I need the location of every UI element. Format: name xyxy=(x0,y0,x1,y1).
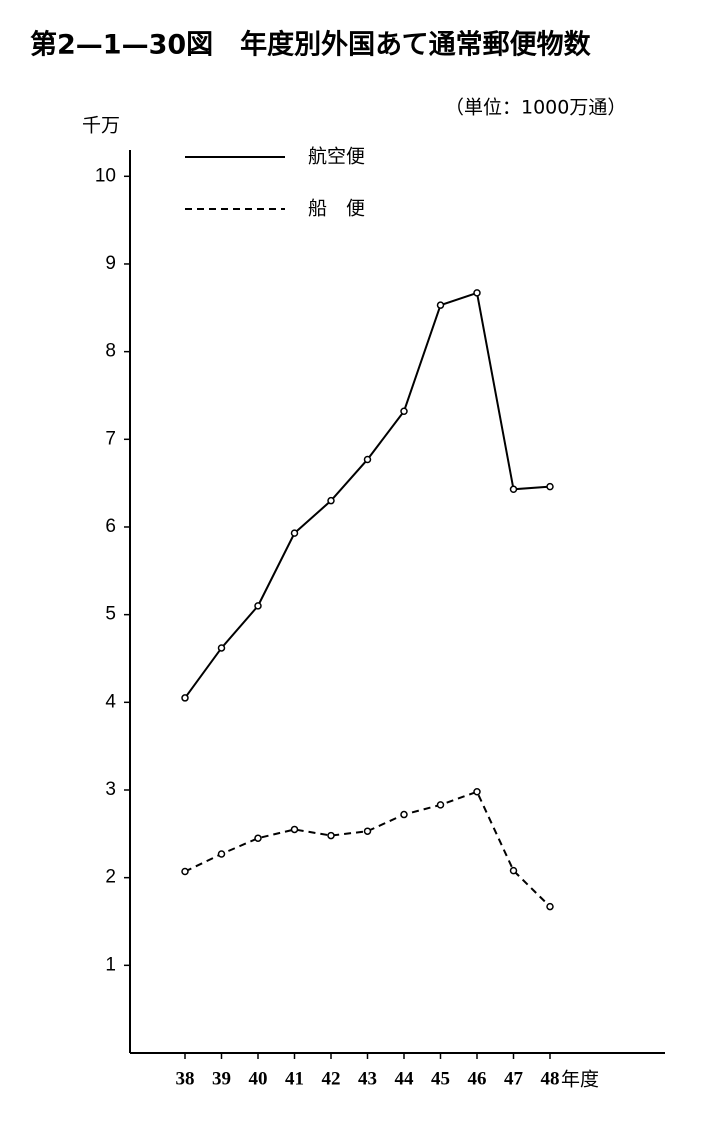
series-line xyxy=(184,790,551,908)
data-point xyxy=(254,834,262,842)
data-point xyxy=(327,496,335,505)
data-point xyxy=(509,866,518,875)
y-tick-label: 2 xyxy=(105,867,116,888)
data-point xyxy=(509,485,518,494)
data-point xyxy=(436,801,445,809)
x-tick-label: 47 xyxy=(504,1068,524,1089)
x-axis-label: 年度 xyxy=(561,1069,599,1091)
legend-label: 船 便 xyxy=(308,198,365,220)
x-tick-label: 46 xyxy=(468,1068,487,1089)
data-point xyxy=(181,694,189,702)
data-point xyxy=(473,289,481,297)
x-tick-label: 44 xyxy=(395,1068,415,1089)
y-tick-label: 1 xyxy=(105,954,116,975)
data-point xyxy=(363,455,372,464)
y-tick-label: 3 xyxy=(105,779,116,800)
unit-note: （単位：1000万通） xyxy=(445,97,626,119)
data-point xyxy=(400,407,408,416)
data-point xyxy=(546,482,554,491)
y-axis-label: 千万 xyxy=(82,115,120,137)
legend-label: 航空便 xyxy=(308,146,365,168)
y-tick-label: 4 xyxy=(105,691,116,712)
data-point xyxy=(181,867,189,876)
data-point xyxy=(363,827,372,835)
x-tick-label: 41 xyxy=(285,1068,304,1089)
data-point xyxy=(217,644,226,652)
y-tick-label: 7 xyxy=(105,428,116,449)
y-tick-label: 10 xyxy=(95,165,116,186)
y-tick-label: 6 xyxy=(105,516,116,537)
data-point xyxy=(436,301,445,309)
x-tick-label: 42 xyxy=(322,1068,341,1089)
x-tick-label: 45 xyxy=(431,1068,450,1089)
x-tick-label: 40 xyxy=(249,1068,268,1089)
y-tick-label: 9 xyxy=(105,253,116,274)
chart-title: 第2—1—30図 年度別外国あて通常郵便物数 xyxy=(30,29,592,61)
data-point xyxy=(473,787,481,796)
data-point xyxy=(217,850,226,858)
y-tick-label: 8 xyxy=(105,341,116,362)
data-point xyxy=(327,831,335,840)
data-point xyxy=(400,810,408,819)
data-point xyxy=(290,825,299,834)
x-tick-label: 43 xyxy=(358,1068,377,1089)
x-tick-label: 48 xyxy=(541,1068,560,1089)
x-tick-label: 38 xyxy=(176,1068,195,1089)
data-point xyxy=(290,529,299,537)
x-tick-label: 39 xyxy=(212,1068,231,1089)
data-point xyxy=(546,902,554,911)
series-line xyxy=(184,291,551,699)
y-tick-label: 5 xyxy=(105,604,116,625)
data-point xyxy=(254,602,262,610)
